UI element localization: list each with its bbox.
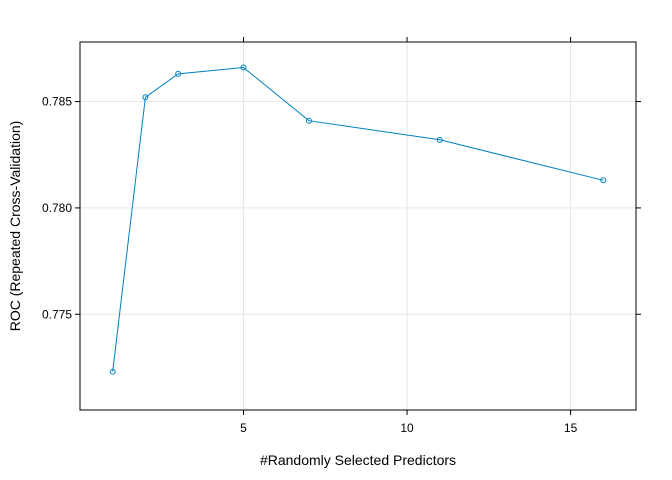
data-point [109,368,116,375]
series-layer [109,64,607,375]
y-tick-label: 0.780 [42,201,72,215]
data-point [436,136,443,143]
x-tick-label: 10 [400,421,414,435]
data-point [305,117,312,124]
data-point [142,94,149,101]
y-tick-label: 0.775 [42,307,72,321]
x-tick-label: 15 [564,421,578,435]
data-point [175,70,182,77]
x-tick-label: 5 [240,421,247,435]
y-axis-title: ROC (Repeated Cross-Validation) [7,121,23,332]
grid-lines [80,42,636,410]
series-line [112,66,604,372]
data-point [600,177,607,184]
x-axis-title: #Randomly Selected Predictors [260,452,456,468]
plot-frame [79,41,637,411]
y-tick-label: 0.785 [42,95,72,109]
axis-ticks: 5 10 15 0.775 0.780 0.785 [42,37,641,435]
data-point [240,64,247,71]
